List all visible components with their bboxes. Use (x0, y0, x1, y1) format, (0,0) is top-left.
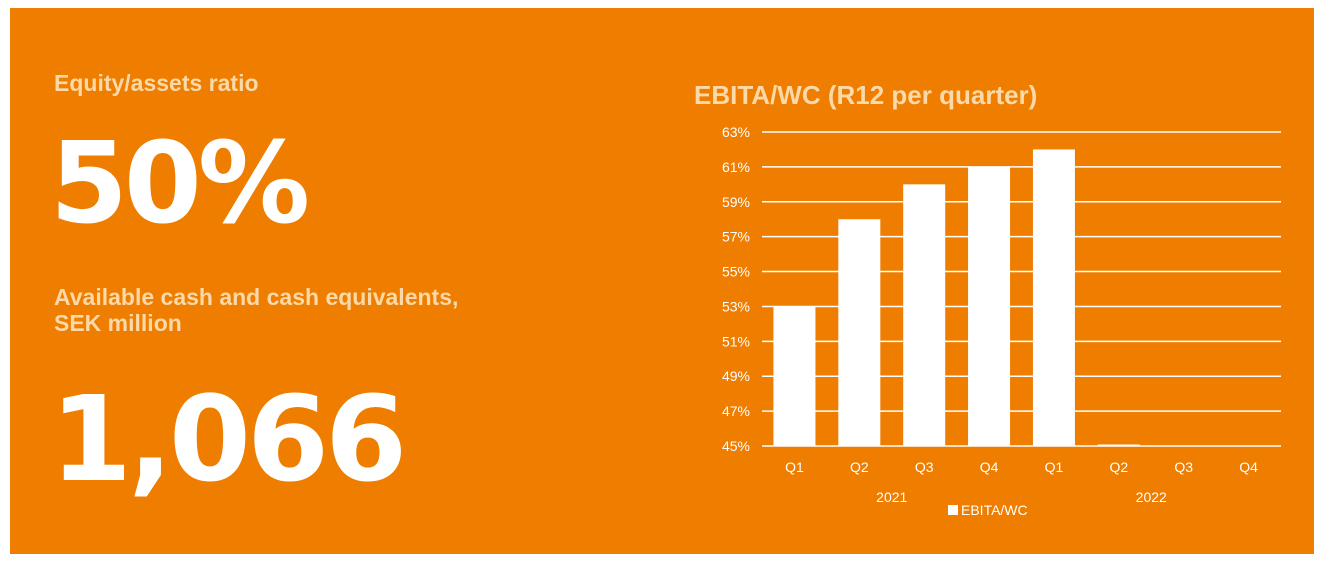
legend-swatch (948, 505, 958, 515)
legend-label: EBITA/WC (961, 502, 1028, 518)
y-tick-label: 51% (722, 333, 750, 349)
chart-panel (10, 8, 1314, 554)
bar (838, 219, 881, 446)
y-tick-label: 61% (722, 159, 750, 175)
equity-ratio-value: 50% (50, 119, 310, 249)
x-tick-label: Q4 (1239, 459, 1258, 475)
bar (968, 166, 1011, 446)
y-tick-label: 59% (722, 194, 750, 210)
y-tick-label: 49% (722, 368, 750, 384)
x-tick-label: Q2 (850, 459, 869, 475)
bar (1032, 149, 1075, 446)
cash-label-line1: Available cash and cash equivalents, (54, 284, 459, 310)
y-tick-label: 47% (722, 403, 750, 419)
x-tick-label: Q3 (915, 459, 934, 475)
y-tick-label: 63% (722, 124, 750, 140)
cash-value: 1,066 (50, 370, 407, 508)
x-tick-label: Q1 (785, 459, 804, 475)
chart-title: EBITA/WC (R12 per quarter) (694, 80, 1038, 110)
cash-label: Available cash and cash equivalents, SEK… (54, 284, 614, 336)
x-tick-label: Q2 (1109, 459, 1128, 475)
y-tick-label: 45% (722, 438, 750, 454)
y-tick-label: 55% (722, 264, 750, 280)
x-tick-label: Q1 (1045, 459, 1064, 475)
bar (1097, 444, 1140, 446)
equity-ratio-label: Equity/assets ratio (54, 70, 259, 96)
y-tick-label: 53% (722, 298, 750, 314)
bar (773, 306, 816, 446)
year-group-label: 2022 (1136, 489, 1167, 505)
bar (903, 184, 946, 447)
x-tick-label: Q3 (1174, 459, 1193, 475)
x-tick-label: Q4 (980, 459, 999, 475)
y-tick-label: 57% (722, 229, 750, 245)
year-group-label: 2021 (876, 489, 907, 505)
cash-label-line2: SEK million (54, 310, 182, 336)
